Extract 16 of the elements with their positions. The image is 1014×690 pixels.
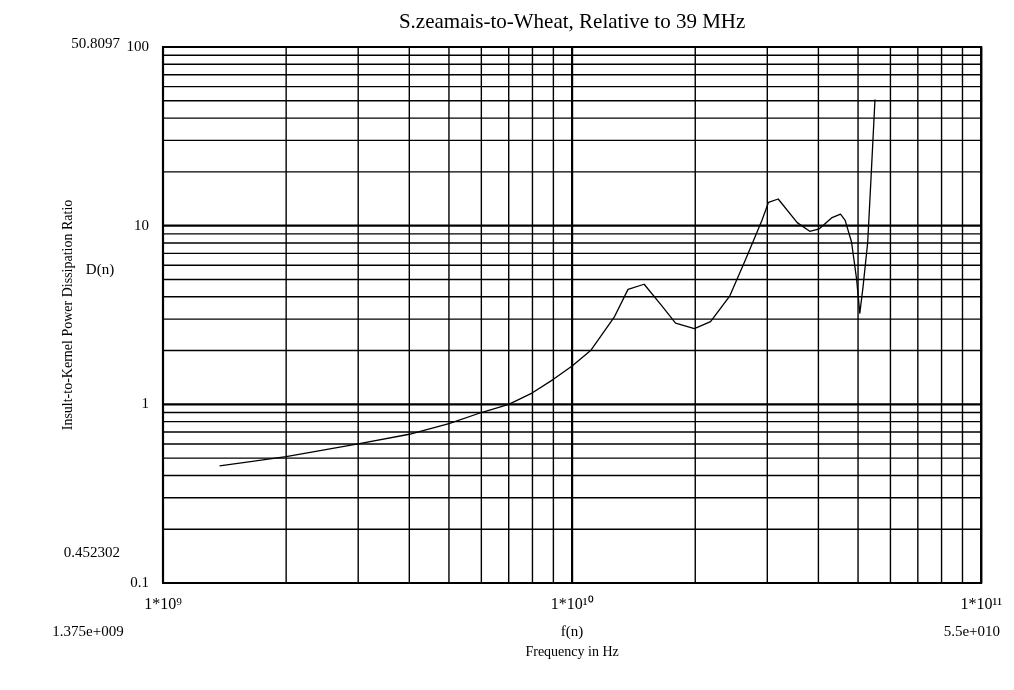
y-tick-label: 1 (141, 395, 149, 412)
x-tick-label: 1*10¹⁰ (550, 594, 594, 612)
x-tick-label: 1*10⁹ (144, 594, 183, 612)
y-tick-label: 10 (134, 216, 149, 233)
text: f(n) (560, 622, 584, 640)
text: 0.452302 (63, 543, 120, 560)
text: 1.375e+009 (52, 622, 124, 639)
y-tick-label: 0.1 (130, 573, 149, 590)
y-axis-title: Insult-to-Kernel Power Dissipation Ratio (59, 199, 75, 431)
text: D(n) (85, 260, 115, 278)
text: 5.5e+010 (943, 622, 1000, 639)
x-tick-label: 1*10¹¹ (960, 594, 1003, 612)
x-axis-title: Frequency in Hz (525, 643, 619, 659)
chart-title: S.zeamais-to-Wheat, Relative to 39 MHz (398, 8, 746, 33)
y-tick-label: 100 (126, 37, 149, 54)
text: 50.8097 (71, 34, 121, 51)
